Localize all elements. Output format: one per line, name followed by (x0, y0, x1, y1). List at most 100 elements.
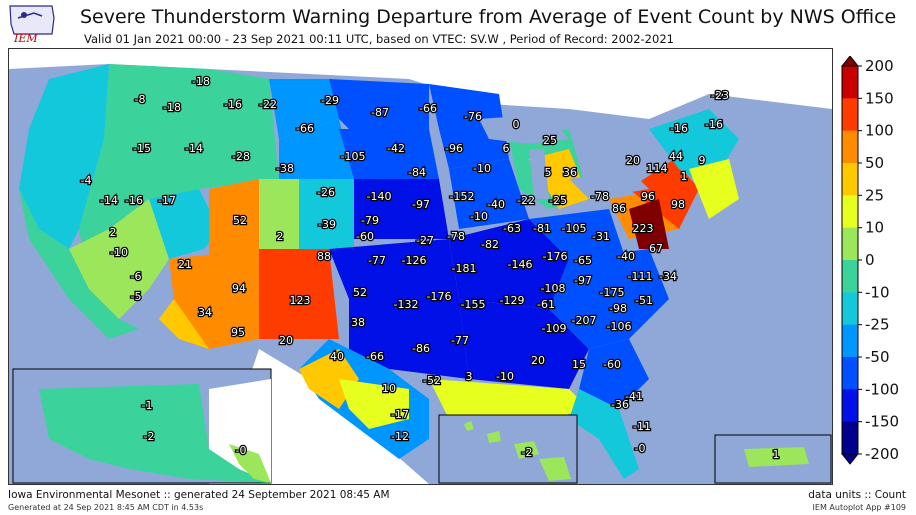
value-label: -78 (447, 230, 465, 243)
colorbar-segment (842, 163, 858, 196)
colorbar-tick-label: -150 (865, 413, 899, 431)
value-label: -1 (142, 399, 153, 412)
value-label: -23 (711, 89, 729, 102)
colorbar-segment (842, 98, 858, 132)
colorbar-tick-label: 50 (865, 154, 884, 172)
value-label: 44 (669, 150, 683, 163)
value-label: -61 (537, 298, 555, 311)
value-label: -5 (131, 290, 142, 303)
value-label: -87 (371, 106, 389, 119)
value-label: 9 (699, 154, 706, 167)
office-values: -8 -18 -18 -16 -22 -29 -87 -66 -76 0 -23… (79, 74, 780, 463)
colorbar-segment (842, 195, 858, 229)
value-label: -14 (185, 142, 203, 155)
colorbar-tick-label: -25 (865, 316, 890, 334)
value-label: -11 (633, 420, 651, 433)
value-label: -25 (549, 194, 567, 207)
value-label: 6 (503, 142, 510, 155)
colorbar-min-arrow (840, 453, 860, 465)
value-label: -15 (133, 142, 151, 155)
value-label: -31 (592, 230, 610, 243)
value-label: 95 (231, 326, 245, 339)
value-label: -105 (341, 150, 366, 163)
value-label: -63 (503, 222, 521, 235)
value-label: -29 (321, 94, 339, 107)
colorbar-tick-label: -100 (865, 380, 899, 398)
choropleth-map: -8 -18 -18 -16 -22 -29 -87 -66 -76 0 -23… (8, 48, 833, 485)
value-label: -140 (367, 190, 392, 203)
value-label: -126 (402, 254, 427, 267)
value-label: -98 (609, 302, 627, 315)
value-label: 52 (353, 286, 367, 299)
value-label: -22 (517, 194, 535, 207)
value-label: -18 (163, 101, 181, 114)
value-label: -155 (461, 298, 486, 311)
value-label: 88 (317, 250, 331, 263)
value-label: 2 (110, 226, 117, 239)
value-label: 40 (330, 350, 344, 363)
logo-text: IEM (13, 32, 38, 44)
value-label: -65 (574, 254, 592, 267)
footer-timing: Generated at 24 Sep 2021 8:45 AM CDT in … (8, 503, 204, 512)
value-label: 25 (543, 134, 557, 147)
value-label: 96 (641, 190, 655, 203)
value-label: -22 (259, 98, 277, 111)
value-label: -10 (473, 162, 491, 175)
value-label: -52 (423, 374, 441, 387)
value-label: -36 (611, 398, 629, 411)
value-label: 36 (563, 166, 577, 179)
colorbar-segment (842, 66, 858, 99)
footer-generated: Iowa Environmental Mesonet :: generated … (8, 489, 390, 501)
value-label: -146 (508, 258, 533, 271)
colorbar-segment (842, 389, 858, 423)
colorbar-segment (842, 130, 858, 164)
value-label: -111 (628, 270, 653, 283)
value-label: -41 (625, 390, 643, 403)
value-label: 1 (681, 170, 688, 183)
value-label: -84 (408, 166, 426, 179)
page-title: Severe Thunderstorm Warning Departure fr… (80, 6, 897, 28)
value-label: -82 (481, 238, 499, 251)
page-subtitle: Valid 01 Jan 2021 00:00 - 23 Sep 2021 00… (84, 32, 674, 46)
value-label: -8 (135, 93, 146, 106)
value-label: -0 (236, 444, 247, 457)
value-label: -60 (356, 230, 374, 243)
value-label: -79 (361, 214, 379, 227)
value-label: -129 (500, 294, 525, 307)
value-label: 21 (178, 258, 192, 271)
value-label: -14 (100, 194, 118, 207)
value-label: -4 (81, 174, 92, 187)
value-label: -97 (412, 198, 430, 211)
value-label: -77 (368, 254, 386, 267)
value-label: -39 (318, 218, 336, 231)
value-label: 38 (351, 316, 365, 329)
value-label: -78 (591, 190, 609, 203)
value-label: -10 (470, 210, 488, 223)
colorbar-tick-label: 200 (865, 57, 894, 75)
value-label: -97 (574, 274, 592, 287)
colorbar-tick-label: 0 (865, 251, 875, 269)
value-label: -16 (670, 122, 688, 135)
value-label: -176 (543, 250, 568, 263)
colorbar-segment (842, 421, 858, 455)
value-label: -81 (533, 222, 551, 235)
colorbar-tick-label: 25 (865, 186, 884, 204)
value-label: -105 (562, 222, 587, 235)
colorbar-legend: 200 150 100 50 25 10 0 -10 -25 -50 -100 -150 -200 (838, 55, 908, 468)
value-label: 2 (277, 230, 284, 243)
value-label: -207 (572, 314, 597, 327)
value-label: -17 (158, 194, 176, 207)
colorbar-tick-label: 150 (865, 89, 894, 107)
value-label: 94 (232, 282, 246, 295)
value-label: -27 (416, 234, 434, 247)
value-label: -16 (125, 194, 143, 207)
footer-app: IEM Autoplot App #109 (812, 503, 906, 512)
colorbar-segment (842, 324, 858, 358)
colorbar-segment (842, 260, 858, 293)
value-label: 67 (649, 242, 663, 255)
value-label: -86 (412, 342, 430, 355)
value-label: -34 (659, 270, 677, 283)
colorbar-segment (842, 227, 858, 261)
value-label: -0 (635, 442, 646, 455)
